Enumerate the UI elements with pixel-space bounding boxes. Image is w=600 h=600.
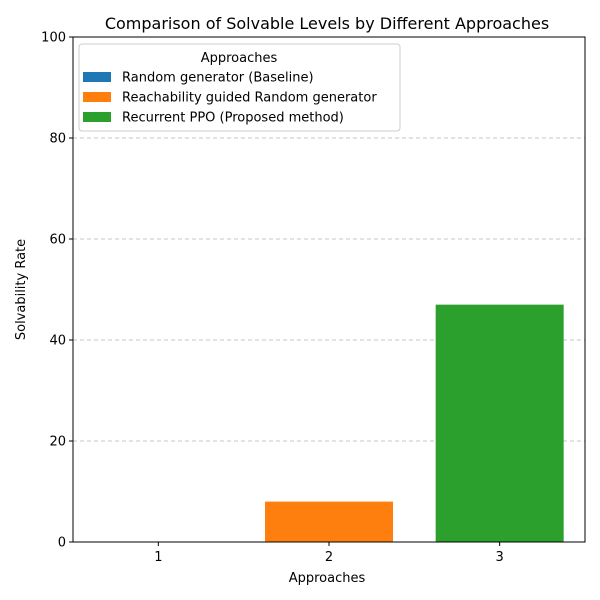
legend-label: Random generator (Baseline) bbox=[122, 71, 314, 86]
legend-swatch bbox=[83, 112, 111, 122]
legend: Approaches Random generator (Baseline) Re… bbox=[78, 43, 401, 132]
x-tick-label: 3 bbox=[496, 550, 504, 565]
legend-label: Reachability guided Random generator bbox=[122, 91, 377, 106]
legend-label: Recurrent PPO (Proposed method) bbox=[122, 111, 344, 126]
legend-box bbox=[78, 43, 401, 132]
y-tick-label: 20 bbox=[49, 435, 66, 450]
legend-title: Approaches bbox=[201, 51, 278, 66]
legend-swatch bbox=[83, 92, 111, 102]
y-axis-ticks: 0 20 40 60 80 100 bbox=[41, 31, 73, 551]
legend-swatch bbox=[83, 72, 111, 82]
x-axis-ticks: 1 2 3 bbox=[154, 542, 504, 565]
grid-lines bbox=[73, 137, 585, 442]
bar bbox=[435, 304, 564, 542]
y-tick-label: 60 bbox=[49, 233, 66, 248]
bars bbox=[265, 304, 564, 542]
chart-title: Comparison of Solvable Levels by Differe… bbox=[105, 14, 549, 33]
y-tick-label: 80 bbox=[49, 132, 66, 147]
bar bbox=[265, 501, 393, 542]
y-tick-label: 0 bbox=[58, 536, 66, 551]
y-axis-label: Solvability Rate bbox=[14, 239, 29, 340]
y-tick-label: 100 bbox=[41, 31, 66, 46]
x-tick-label: 2 bbox=[325, 550, 333, 565]
x-tick-label: 1 bbox=[154, 550, 162, 565]
y-tick-label: 40 bbox=[49, 334, 66, 349]
x-axis-label: Approaches bbox=[289, 571, 366, 586]
